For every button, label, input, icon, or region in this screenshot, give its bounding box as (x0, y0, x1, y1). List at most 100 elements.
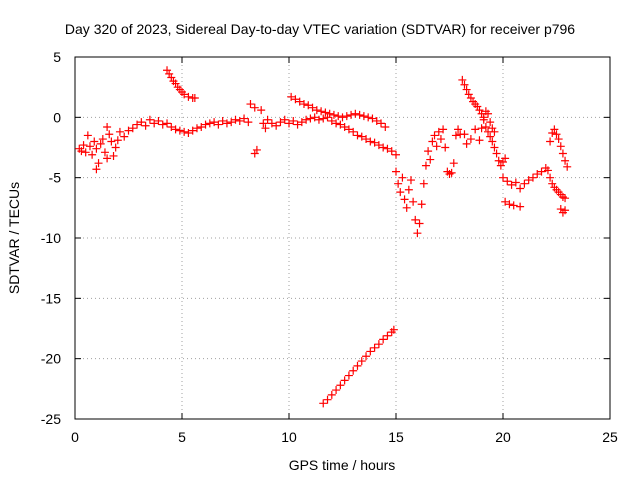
x-tick-label: 5 (178, 429, 186, 445)
data-point (214, 120, 223, 129)
data-point (141, 121, 150, 130)
data-point (413, 229, 422, 238)
y-tick-label: 5 (53, 49, 61, 65)
data-point (379, 335, 388, 344)
data-point (447, 168, 456, 177)
data-point (98, 135, 107, 144)
data-point (479, 113, 488, 122)
data-point (163, 119, 172, 128)
data-point (383, 331, 392, 340)
data-point (494, 156, 503, 165)
data-point (366, 347, 375, 356)
data-point (344, 125, 353, 134)
data-point (351, 109, 360, 118)
data-point (499, 157, 507, 166)
data-point (466, 94, 475, 103)
data-point (366, 137, 375, 146)
data-point (400, 195, 409, 204)
data-point (552, 130, 561, 139)
data-point (218, 116, 227, 125)
data-point (398, 173, 407, 182)
series-segment-d (263, 113, 400, 159)
grid-layer (75, 57, 610, 419)
data-point (321, 108, 330, 117)
series-segment-c (246, 100, 270, 158)
data-point (417, 200, 426, 209)
data-point (488, 124, 497, 133)
series-segment-g (392, 125, 465, 238)
data-point (396, 188, 405, 197)
data-point (484, 109, 493, 118)
data-point (314, 115, 323, 124)
data-point (285, 119, 293, 128)
data-point (370, 343, 379, 352)
data-point (246, 100, 255, 109)
series-segment-a (75, 114, 253, 174)
series-segment-i (460, 107, 499, 148)
data-point (379, 143, 388, 152)
data-point (374, 141, 383, 150)
data-point (323, 395, 332, 404)
data-point (466, 135, 475, 144)
y-tick-label: -25 (41, 411, 61, 427)
data-point (402, 203, 411, 212)
data-point (347, 110, 356, 119)
data-point (537, 167, 546, 176)
data-point (486, 132, 495, 141)
data-point (240, 114, 249, 123)
data-point (364, 113, 373, 122)
data-point (302, 115, 311, 124)
data-point (190, 94, 199, 103)
series-segment-e (287, 92, 390, 131)
data-point (113, 136, 122, 145)
data-point (111, 143, 120, 152)
data-point (340, 122, 349, 131)
data-point (496, 161, 505, 170)
data-point (460, 80, 469, 89)
data-point (462, 139, 471, 148)
data-point (250, 103, 259, 112)
series-segment-h (458, 75, 510, 170)
data-point (342, 112, 351, 121)
data-point (96, 139, 105, 148)
data-point (486, 118, 495, 127)
data-point (488, 137, 497, 146)
data-point (370, 138, 379, 147)
data-point (261, 124, 270, 133)
data-point (441, 143, 450, 152)
data-point (83, 131, 92, 140)
data-point (505, 200, 514, 209)
series-segment-j (499, 164, 570, 211)
data-point (319, 114, 328, 123)
data-point (432, 142, 441, 151)
data-point (511, 178, 520, 187)
data-point (128, 124, 137, 133)
data-point (336, 381, 345, 390)
data-point (90, 137, 99, 146)
data-point (357, 132, 366, 141)
data-point (92, 144, 101, 153)
data-point (79, 141, 88, 150)
data-point (516, 184, 525, 193)
data-point (501, 197, 510, 206)
data-point (201, 120, 210, 129)
data-point (353, 131, 362, 140)
data-point (430, 131, 439, 140)
data-point (250, 149, 259, 158)
data-point (344, 371, 353, 380)
data-point (357, 357, 366, 366)
data-point (392, 167, 400, 176)
data-point (192, 124, 201, 133)
data-point (263, 115, 272, 124)
data-point (550, 125, 559, 134)
data-point (105, 130, 114, 139)
data-point (272, 121, 281, 130)
data-point (109, 151, 118, 160)
y-axis-label: SDTVAR / TECUs (6, 182, 22, 294)
data-point (419, 179, 428, 188)
data-point (460, 130, 469, 139)
data-point (280, 115, 289, 124)
x-tick-label: 15 (388, 429, 404, 445)
data-point (124, 126, 133, 135)
data-point (332, 119, 341, 128)
